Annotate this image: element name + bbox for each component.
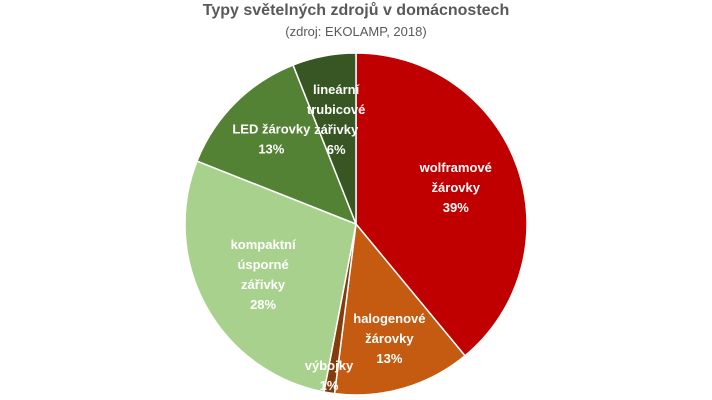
chart-subtitle: (zdroj: EKOLAMP, 2018) <box>285 24 427 39</box>
slice-label-line: halogenové <box>353 311 425 326</box>
slice-label-line: zářivky <box>314 122 359 137</box>
slice-label-line: 1% <box>320 378 339 393</box>
slice-label-line: úsporné <box>237 257 288 272</box>
slice-label-line: 28% <box>250 297 276 312</box>
slice-label-line: LED žárovky <box>232 121 311 136</box>
pie-slice-0 <box>355 52 528 357</box>
slice-label-line: 6% <box>327 142 346 157</box>
slice-label-line: zářivky <box>241 277 286 292</box>
slice-label-line: trubicové <box>307 102 366 117</box>
slice-label-line: výbojky <box>305 358 354 373</box>
slice-label-0: wolframové žárovky 39% <box>419 160 492 215</box>
slice-label-line: 39% <box>443 200 469 215</box>
slice-label-line: kompaktní <box>231 237 296 252</box>
slice-label-line: lineární <box>313 82 360 97</box>
slice-label-3: kompaktní úsporné zářivky 28% <box>231 237 296 312</box>
slice-label-line: wolframové <box>419 160 492 175</box>
slice-label-4: LED žárovky 13% <box>232 121 311 156</box>
pie-slice-3 <box>184 160 357 393</box>
slice-label-5: lineární trubicové zářivky 6% <box>307 82 366 157</box>
slice-label-line: 13% <box>258 141 284 156</box>
slice-label-1: halogenové žárovky 13% <box>353 311 425 366</box>
pie-slice-4 <box>196 64 358 226</box>
slice-label-line: 13% <box>376 351 402 366</box>
pie-slice-5 <box>292 52 357 225</box>
slice-label-line: žárovky <box>432 180 481 195</box>
slice-label-2: výbojky 1% <box>305 358 354 393</box>
slice-label-line: žárovky <box>365 331 414 346</box>
chart-title: Typy světelných zdrojů v domácnostech <box>202 2 510 19</box>
pie-slice-1 <box>333 222 467 396</box>
